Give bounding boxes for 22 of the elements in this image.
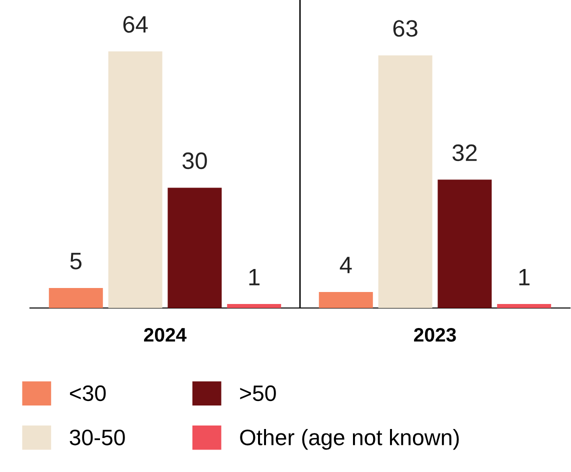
bar bbox=[168, 188, 222, 308]
legend-label: <30 bbox=[70, 385, 106, 402]
bar bbox=[497, 304, 552, 308]
bar bbox=[438, 180, 492, 308]
bar bbox=[318, 292, 373, 308]
data-label: 1 bbox=[519, 268, 530, 286]
legend-label: 30-50 bbox=[70, 430, 125, 446]
x-tick-label: 2023 bbox=[414, 328, 456, 342]
legend-label: >50 bbox=[240, 385, 276, 402]
bar bbox=[48, 288, 103, 308]
bar bbox=[227, 304, 282, 308]
data-label: 32 bbox=[452, 144, 477, 162]
x-tick-label: 2024 bbox=[144, 328, 187, 342]
data-label: 63 bbox=[393, 20, 418, 37]
data-label: 5 bbox=[70, 252, 82, 270]
data-label: 1 bbox=[249, 268, 260, 286]
data-label: 64 bbox=[123, 16, 148, 33]
data-label: 4 bbox=[340, 256, 352, 274]
legend-label: Other (age not known) bbox=[240, 429, 459, 450]
bar bbox=[108, 51, 162, 308]
data-label: 30 bbox=[182, 152, 207, 170]
bar bbox=[378, 55, 432, 308]
